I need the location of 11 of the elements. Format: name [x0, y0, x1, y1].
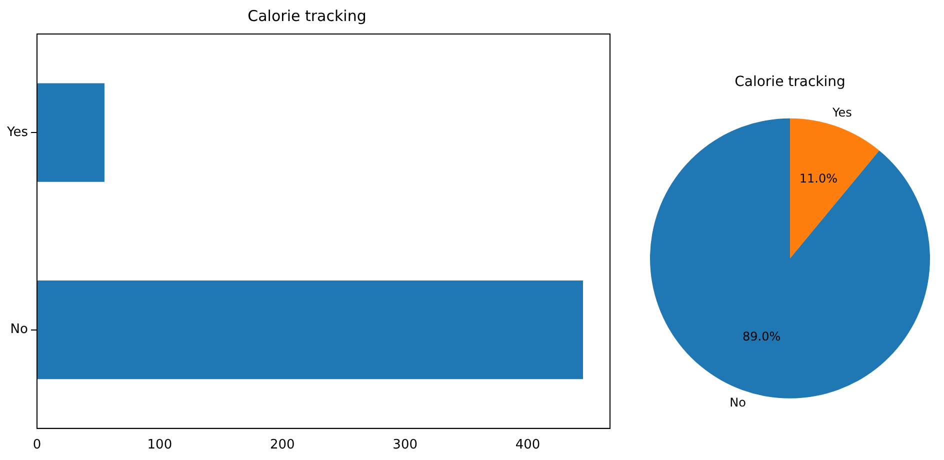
- x-tick-label: 0: [32, 438, 42, 453]
- slice-label: No: [730, 395, 746, 410]
- x-tick-label: 400: [515, 438, 540, 453]
- x-tick-label: 100: [147, 438, 172, 453]
- chart-title: Calorie tracking: [734, 74, 846, 90]
- slice-label: Yes: [831, 106, 852, 120]
- x-tick-label: 300: [392, 438, 418, 453]
- chart-title: Calorie tracking: [248, 6, 366, 25]
- data-label: 89.0%: [742, 330, 781, 344]
- x-tick-label: 200: [270, 438, 295, 453]
- data-label: 11.0%: [799, 171, 838, 186]
